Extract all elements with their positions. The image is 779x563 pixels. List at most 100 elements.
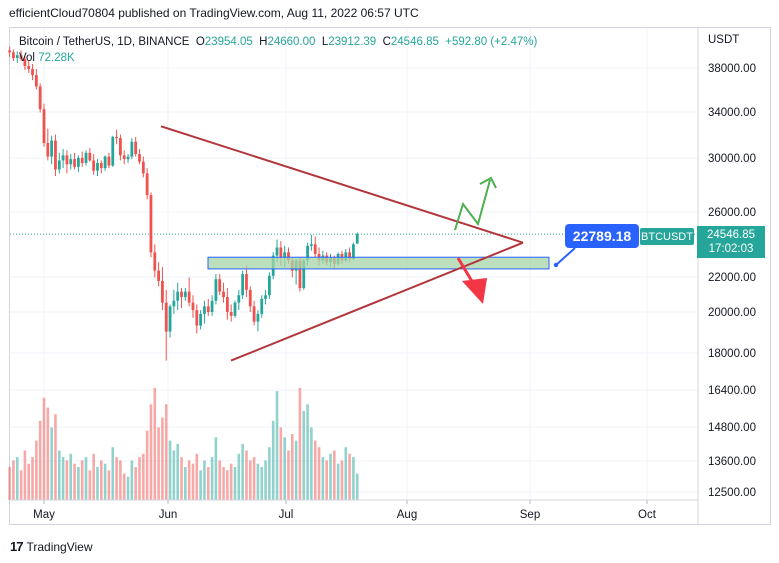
candle-body: [8, 50, 12, 53]
volume-bar: [65, 460, 69, 500]
volume-bar: [256, 463, 260, 500]
volume-bar: [27, 463, 31, 500]
y-tick-label: 16400.00: [708, 385, 756, 397]
candle-body: [348, 252, 351, 259]
candle-body: [180, 291, 183, 298]
volume-bar: [180, 457, 183, 500]
volume-bar: [35, 440, 38, 500]
candle-body: [355, 234, 359, 244]
volume-bar: [134, 467, 137, 500]
price-axis: 38000.00 34000.00 30000.00 26000.00 22000.00…: [697, 28, 756, 525]
volume-bar: [42, 397, 46, 500]
volume-bar: [12, 460, 15, 500]
volume-bar: [176, 443, 179, 500]
candle-body: [34, 75, 38, 87]
candle-body: [76, 157, 80, 167]
triangle-lower-line: [230, 241, 524, 362]
volume-bar: [340, 460, 344, 500]
x-tick-label: Aug: [397, 509, 417, 521]
volume-bar: [138, 457, 141, 500]
y-tick-label: 13600.00: [708, 456, 756, 468]
close-label: C: [382, 36, 391, 48]
chart-frame[interactable]: [9, 27, 771, 525]
candle-body: [252, 306, 256, 322]
footer-brand[interactable]: 17 TradingView: [10, 539, 93, 554]
drawing-overlays: [160, 125, 576, 362]
candle-body: [241, 274, 245, 296]
x-tick-label: Oct: [638, 509, 657, 521]
volume-bar: [80, 460, 84, 500]
open-label: O: [195, 36, 205, 48]
symbol-name: Bitcoin / TetherUS, 1D, BINANCE: [19, 36, 190, 48]
volume-bar: [100, 460, 103, 500]
high-value: 24660.00: [267, 36, 316, 48]
volume-bar: [46, 407, 50, 500]
volume-bar: [199, 470, 202, 500]
last-price-tag: 24546.85 17:02:03: [697, 226, 765, 258]
candle-body: [84, 152, 88, 163]
volume-bar: [298, 387, 302, 500]
candle-body: [199, 313, 203, 326]
candle-body: [138, 154, 141, 162]
candle-body: [187, 291, 191, 303]
change-value: +592.80 (+2.47%): [445, 36, 538, 48]
candle-body: [225, 297, 229, 312]
volume-bar: [348, 453, 351, 500]
candle-body: [50, 140, 54, 157]
candle-body: [256, 313, 260, 322]
volume-bar: [210, 457, 214, 500]
candle-body: [153, 252, 157, 271]
low-label: L: [321, 36, 329, 48]
x-tick-label: May: [33, 509, 55, 521]
volume-bar: [229, 463, 233, 500]
candle-body: [302, 260, 306, 289]
volume-legend: Vol 72.28K: [19, 52, 75, 64]
volume-bar: [161, 417, 164, 500]
volume-bar: [54, 414, 57, 500]
volume-bar: [344, 447, 348, 500]
volume-bar: [57, 450, 61, 500]
candle-body: [245, 274, 248, 290]
candle-body: [283, 252, 287, 258]
candle-body: [218, 279, 222, 292]
candlesticks: [8, 46, 359, 361]
up-arrow-head: [479, 176, 497, 189]
candle-body: [214, 279, 218, 301]
candle-body: [168, 306, 172, 332]
candle-body: [310, 244, 313, 246]
candle-body: [275, 247, 279, 256]
volume-bar: [222, 467, 225, 500]
candle-body: [12, 52, 15, 59]
volume-bar: [329, 453, 332, 500]
candle-body: [15, 55, 19, 59]
volume-bar: [237, 453, 241, 500]
volume-bar: [325, 460, 328, 500]
candle-body: [73, 159, 76, 167]
price-callout[interactable]: 22789.18: [565, 224, 639, 248]
candle-body: [164, 302, 168, 332]
ohlc-legend: Bitcoin / TetherUS, 1D, BINANCE O23954.0…: [19, 36, 537, 48]
candle-body: [122, 155, 126, 160]
volume-bar: [283, 437, 286, 500]
volume-value: 72.28K: [38, 52, 75, 64]
candle-body: [344, 252, 348, 261]
candle-body: [183, 291, 187, 298]
candle-body: [99, 162, 103, 169]
volume-bar: [119, 460, 122, 500]
candle-body: [313, 244, 317, 254]
volume-bar: [126, 476, 130, 500]
y-tick-label: 12500.00: [708, 487, 756, 499]
volume-bar: [306, 404, 309, 500]
volume-bar: [310, 427, 313, 500]
volume-bar: [88, 470, 92, 500]
volume-bar: [96, 467, 99, 500]
candle-body: [19, 55, 23, 60]
x-tick-label: Jun: [159, 509, 178, 521]
volume-bar: [264, 460, 267, 500]
candle-body: [306, 245, 309, 261]
candle-body: [111, 136, 115, 166]
candle-body: [176, 291, 180, 301]
y-tick-label: 20000.00: [708, 307, 756, 319]
candle-body: [248, 289, 252, 307]
